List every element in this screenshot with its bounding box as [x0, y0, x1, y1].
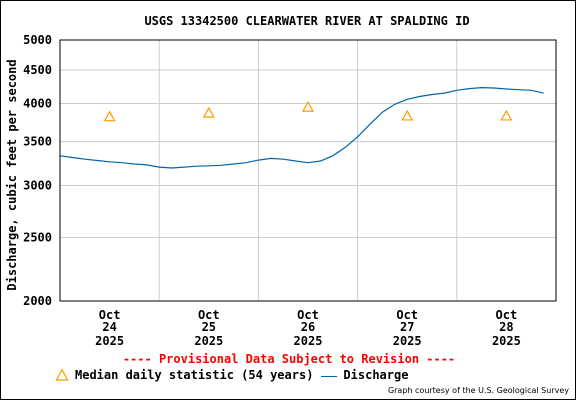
x-tick-month: Oct	[99, 308, 121, 322]
median-point	[401, 109, 414, 121]
median-point	[103, 110, 116, 122]
x-tick-year: 2025	[294, 334, 323, 348]
y-tick-label: 2500	[23, 230, 52, 244]
median-point	[301, 100, 315, 112]
y-tick-label: 4500	[23, 63, 52, 77]
x-tick-month: Oct	[297, 308, 319, 322]
x-tick-month: Oct	[496, 308, 518, 322]
y-tick-label: 5000	[23, 33, 52, 47]
y-tick-label: 3000	[23, 179, 52, 193]
legend-median-label: Median daily statistic (54 years)	[75, 368, 314, 382]
series-layer	[59, 86, 544, 169]
x-tick-labels: Oct242025Oct252025Oct262025Oct272025Oct2…	[95, 308, 521, 348]
x-tick-year: 2025	[393, 334, 422, 348]
x-tick-year: 2025	[194, 334, 223, 348]
chart-title: USGS 13342500 CLEARWATER RIVER AT SPALDI…	[144, 14, 469, 28]
discharge-series-line	[59, 86, 544, 169]
y-tick-label: 4000	[23, 97, 52, 111]
x-tick-day: 26	[301, 320, 315, 334]
x-tick-day: 28	[499, 320, 513, 334]
y-axis-label: Discharge, cubic feet per second	[5, 59, 19, 290]
y-tick-labels: 2000 2500 3000 3500 4000 4500 5000	[23, 33, 52, 308]
x-tick-year: 2025	[95, 334, 124, 348]
x-tick-year: 2025	[492, 334, 521, 348]
provisional-banner: ---- Provisional Data Subject to Revisio…	[122, 352, 456, 366]
x-tick-month: Oct	[198, 308, 220, 322]
x-tick-month: Oct	[396, 308, 418, 322]
discharge-line-icon	[321, 375, 338, 377]
grid-lines	[60, 39, 556, 302]
median-point	[500, 109, 513, 121]
x-tick-day: 27	[400, 320, 414, 334]
y-tick-label: 2000	[23, 294, 52, 308]
credit-text: Graph courtesy of the U.S. Geological Su…	[387, 386, 569, 395]
x-tick-day: 25	[202, 320, 216, 334]
y-tick-label: 3500	[23, 135, 52, 149]
legend: Median daily statistic (54 years) Discha…	[55, 367, 408, 383]
median-triangle-icon	[55, 368, 69, 381]
x-tick-day: 24	[102, 320, 116, 334]
legend-discharge-label: Discharge	[343, 368, 409, 382]
median-point	[202, 106, 215, 118]
plot-area	[59, 39, 557, 302]
